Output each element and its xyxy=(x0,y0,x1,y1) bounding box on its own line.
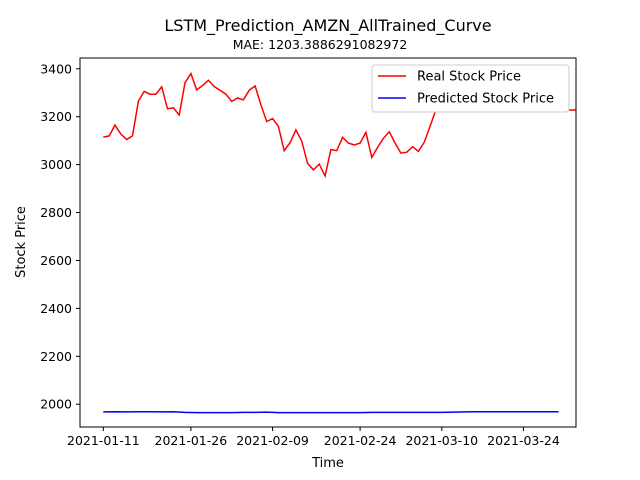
y-tick-label: 3200 xyxy=(40,109,72,124)
x-tick-label: 2021-01-11 xyxy=(67,433,140,448)
legend-label-1: Predicted Stock Price xyxy=(417,92,554,107)
plot-area xyxy=(103,71,576,414)
chart-subtitle: MAE: 1203.3886291082972 xyxy=(233,37,408,52)
y-tick-label: 2400 xyxy=(40,301,72,316)
y-axis-ticks: 2000 2200 2400 2600 2800 3000 3200 3400 xyxy=(40,61,80,412)
x-axis-label: Time xyxy=(311,456,344,471)
y-tick-label: 3400 xyxy=(40,61,72,76)
x-tick-label: 2021-02-24 xyxy=(324,433,397,448)
y-tick-label: 2600 xyxy=(40,253,72,268)
plot-frame xyxy=(79,57,577,428)
legend-box xyxy=(371,64,570,113)
legend-label-0: Real Stock Price xyxy=(417,70,521,85)
legend: Real Stock Price Predicted Stock Price xyxy=(371,64,570,113)
y-axis-label: Stock Price xyxy=(14,206,29,278)
x-tick-label: 2021-03-24 xyxy=(487,433,560,448)
y-tick-label: 3000 xyxy=(40,157,72,172)
x-tick-label: 2021-01-26 xyxy=(155,433,228,448)
y-tick-label: 2200 xyxy=(40,349,72,364)
x-tick-label: 2021-02-09 xyxy=(236,433,309,448)
series-line-1 xyxy=(103,410,559,414)
chart-title: LSTM_Prediction_AMZN_AllTrained_Curve xyxy=(164,16,491,36)
x-axis-ticks: 2021-01-11 2021-01-26 2021-02-09 2021-02-24… xyxy=(67,427,560,448)
x-tick-label: 2021-03-10 xyxy=(405,433,478,448)
y-tick-label: 2000 xyxy=(40,397,72,412)
y-tick-label: 2800 xyxy=(40,205,72,220)
